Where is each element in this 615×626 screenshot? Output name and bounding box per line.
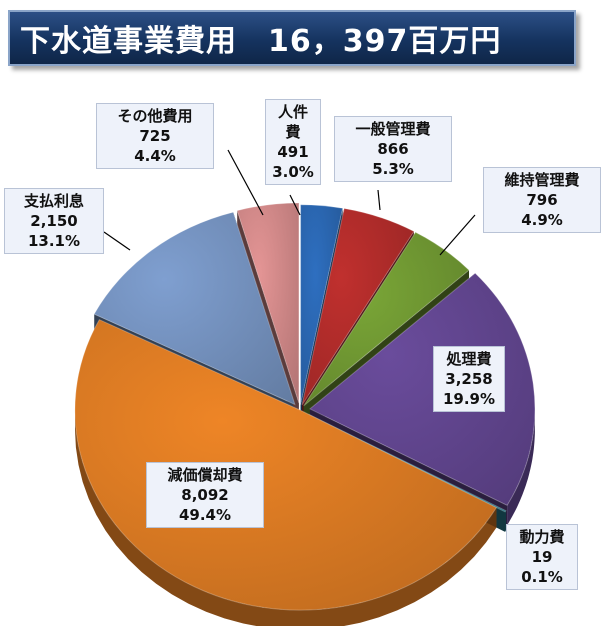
chart-title: 下水道事業費用 16，397百万円 xyxy=(8,10,576,66)
label-sonota-hiyo-name: その他費用 xyxy=(117,107,193,125)
label-jinkenhi-value: 491 xyxy=(277,143,309,161)
slice-shiharai-risoku xyxy=(93,211,296,406)
label-genka-shokyakuhi-value: 8,092 xyxy=(181,486,229,504)
label-shorihi-value: 3,258 xyxy=(445,370,493,388)
label-genka-shokyakuhi-percent: 49.4% xyxy=(178,506,232,524)
label-shorihi-name: 処理費 xyxy=(446,350,492,368)
slice-doryokuhi xyxy=(308,413,507,513)
slice-genka-shokyakuhi xyxy=(74,318,498,611)
label-shiharai-risoku-percent: 13.1% xyxy=(27,232,81,250)
label-doryokuhi-name: 動力費 xyxy=(519,528,565,546)
slice-side-shorihi xyxy=(507,408,535,526)
label-shiharai-risoku-name: 支払利息 xyxy=(23,192,84,210)
label-jinkenhi-percent: 3.0% xyxy=(272,163,314,181)
slice-shorihi xyxy=(309,272,536,506)
label-sonota-hiyo-value: 725 xyxy=(139,127,171,145)
leader-iji-kanrihi xyxy=(439,214,476,256)
label-sonota-hiyo-percent: 4.4% xyxy=(134,147,176,165)
slice-jinkenhi xyxy=(300,204,344,405)
label-shorihi: 処理費 3,258 19.9% xyxy=(433,346,505,412)
label-jinkenhi: 人件費 491 3.0% xyxy=(265,99,321,185)
label-sonota-hiyo: その他費用 725 4.4% xyxy=(96,103,214,169)
label-doryokuhi-value: 19 xyxy=(531,548,553,566)
leader-shiharai-risoku xyxy=(103,231,131,251)
label-ippan-kanrihi-name: 一般管理費 xyxy=(355,120,431,138)
label-iji-kanrihi-percent: 4.9% xyxy=(521,211,563,229)
label-shorihi-percent: 19.9% xyxy=(442,390,496,408)
slice-iji-kanrihi xyxy=(303,231,470,407)
slice-sonota-hiyo xyxy=(236,202,300,404)
label-ippan-kanrihi: 一般管理費 866 5.3% xyxy=(334,116,452,182)
label-doryokuhi: 動力費 19 0.1% xyxy=(506,524,578,590)
label-iji-kanrihi: 維持管理費 796 4.9% xyxy=(483,167,601,233)
label-ippan-kanrihi-value: 866 xyxy=(377,140,409,158)
leader-jinkenhi xyxy=(289,194,301,216)
label-shiharai-risoku: 支払利息 2,150 13.1% xyxy=(4,188,104,254)
slice-ippan-kanrihi xyxy=(301,207,415,406)
label-shiharai-risoku-value: 2,150 xyxy=(30,212,78,230)
label-doryokuhi-percent: 0.1% xyxy=(521,568,563,586)
label-genka-shokyakuhi-name: 減価償却費 xyxy=(167,466,243,484)
leader-ippan-kanrihi xyxy=(377,189,381,211)
label-iji-kanrihi-name: 維持管理費 xyxy=(504,171,580,189)
leader-sonota-hiyo xyxy=(227,149,264,216)
label-genka-shokyakuhi: 減価償却費 8,092 49.4% xyxy=(146,462,264,528)
label-ippan-kanrihi-percent: 5.3% xyxy=(372,160,414,178)
label-jinkenhi-name: 人件費 xyxy=(278,103,309,141)
label-iji-kanrihi-value: 796 xyxy=(526,191,558,209)
